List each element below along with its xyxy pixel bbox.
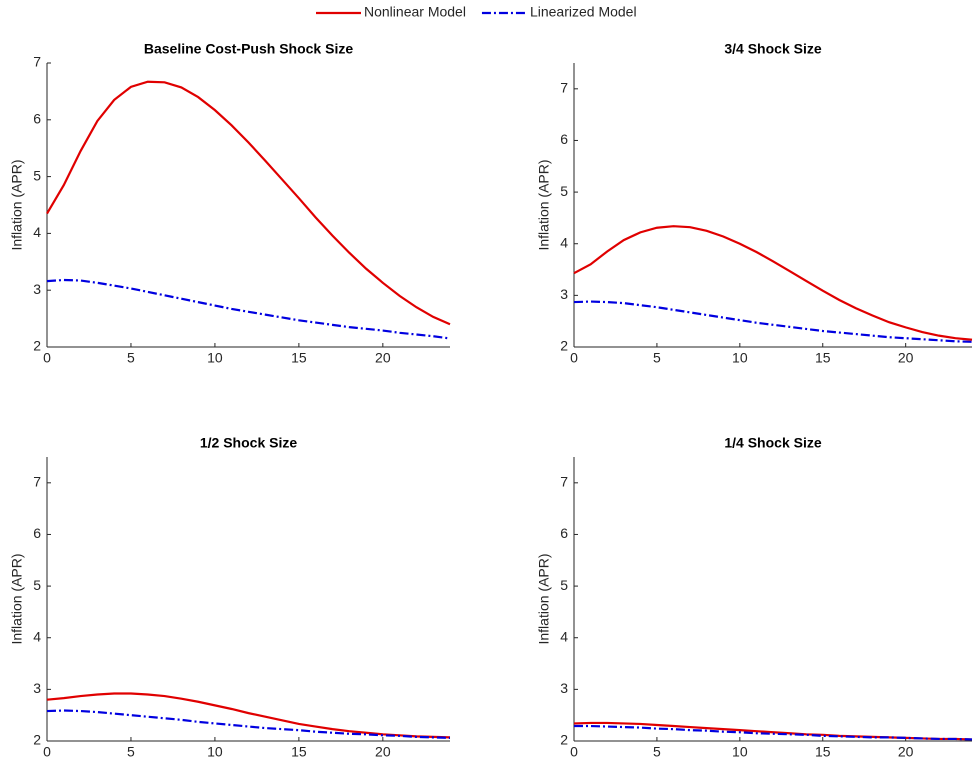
x-tick-label: 10 xyxy=(207,744,223,760)
x-tick-label: 5 xyxy=(653,350,661,366)
x-tick-label: 10 xyxy=(732,744,748,760)
subplot-title: 1/2 Shock Size xyxy=(200,435,297,451)
y-axis-label: Inflation (APR) xyxy=(9,159,25,250)
y-tick-label: 4 xyxy=(560,234,568,250)
y-tick-label: 7 xyxy=(560,474,568,490)
x-tick-label: 5 xyxy=(653,744,661,760)
x-tick-label: 0 xyxy=(43,350,51,366)
x-tick-label: 5 xyxy=(127,350,135,366)
y-tick-label: 3 xyxy=(33,281,41,297)
x-tick-label: 20 xyxy=(898,744,914,760)
x-tick-label: 20 xyxy=(898,350,914,366)
x-tick-label: 15 xyxy=(815,350,831,366)
series-line xyxy=(574,724,973,741)
legend-label: Linearized Model xyxy=(530,4,637,20)
subplot-title: 1/4 Shock Size xyxy=(724,435,821,451)
y-tick-label: 5 xyxy=(560,577,568,593)
y-tick-label: 4 xyxy=(33,628,41,644)
y-tick-label: 6 xyxy=(560,131,568,147)
y-tick-label: 6 xyxy=(33,525,41,541)
y-tick-label: 2 xyxy=(560,338,568,354)
subplot: Baseline Cost-Push Shock Size Inflation (… xyxy=(9,41,451,366)
x-tick-label: 0 xyxy=(570,350,578,366)
y-tick-label: 7 xyxy=(33,54,41,70)
y-tick-label: 3 xyxy=(560,286,568,302)
y-tick-label: 6 xyxy=(33,111,41,127)
y-tick-label: 4 xyxy=(33,224,41,240)
legend-label: Nonlinear Model xyxy=(364,4,466,20)
y-axis-label: Inflation (APR) xyxy=(536,159,552,250)
y-tick-label: 2 xyxy=(560,732,568,748)
y-tick-label: 5 xyxy=(33,577,41,593)
y-tick-label: 7 xyxy=(33,474,41,490)
series-line xyxy=(573,721,973,741)
y-tick-label: 5 xyxy=(33,167,41,183)
subplot-title: 3/4 Shock Size xyxy=(724,41,821,57)
series-line xyxy=(46,709,451,739)
x-tick-label: 15 xyxy=(815,744,831,760)
subplot: 3/4 Shock Size Inflation (APR) 2 3 4 5 6 7 0 5 10 1… xyxy=(536,41,973,366)
series-line xyxy=(46,692,451,739)
subplot-title: Baseline Cost-Push Shock Size xyxy=(144,41,353,57)
y-axis-label: Inflation (APR) xyxy=(9,553,25,644)
series-line xyxy=(46,278,451,340)
x-tick-label: 20 xyxy=(375,744,391,760)
y-axis-label: Inflation (APR) xyxy=(536,553,552,644)
y-tick-label: 2 xyxy=(33,732,41,748)
x-tick-label: 10 xyxy=(207,350,223,366)
y-tick-label: 2 xyxy=(33,338,41,354)
y-tick-label: 5 xyxy=(560,183,568,199)
subplot: 1/4 Shock Size Inflation (APR) 2 3 4 5 6 7 0 5 10 1… xyxy=(536,435,973,760)
y-tick-label: 6 xyxy=(560,525,568,541)
series-line xyxy=(573,225,973,341)
series-line xyxy=(573,300,973,343)
x-tick-label: 10 xyxy=(732,350,748,366)
x-tick-label: 20 xyxy=(375,350,391,366)
x-tick-label: 5 xyxy=(127,744,135,760)
subplot: 1/2 Shock Size Inflation (APR) 2 3 4 5 6 7 0 5 10 1… xyxy=(9,435,451,760)
y-tick-label: 3 xyxy=(33,680,41,696)
x-tick-label: 0 xyxy=(570,744,578,760)
y-tick-label: 3 xyxy=(560,680,568,696)
series-line xyxy=(46,80,451,326)
y-tick-label: 7 xyxy=(560,80,568,96)
x-tick-label: 15 xyxy=(291,744,307,760)
y-tick-label: 4 xyxy=(560,628,568,644)
x-tick-label: 15 xyxy=(291,350,307,366)
x-tick-label: 0 xyxy=(43,744,51,760)
legend: Nonlinear Model Linearized Model xyxy=(316,4,637,20)
